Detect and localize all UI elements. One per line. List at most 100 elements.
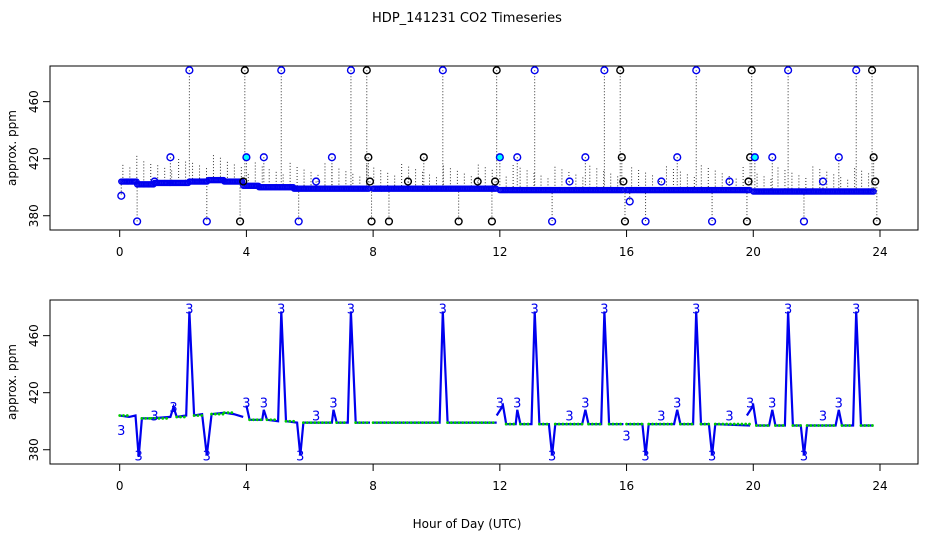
line-marker-point (640, 422, 644, 426)
outlier-point (403, 177, 413, 186)
line-marker-point (809, 424, 813, 427)
line-marker-point (192, 414, 196, 417)
line-marker-point (859, 424, 863, 427)
line-marker-point (651, 422, 654, 426)
line-marker-point (572, 422, 576, 426)
line-marker-point (813, 424, 817, 427)
line-marker-point (545, 422, 549, 426)
line-marker-point (342, 421, 346, 425)
line-marker-point (766, 424, 770, 427)
point-label: 3 (641, 449, 649, 464)
outlier-point (490, 177, 500, 186)
bottom-y-tick-label: 460 (27, 324, 41, 347)
line-marker-point (565, 422, 569, 426)
outlier-point (707, 217, 717, 226)
outlier-point (235, 217, 245, 226)
point-label: 3 (150, 410, 158, 425)
line-marker-point (273, 418, 277, 422)
bottom-x-tick-label: 12 (492, 479, 507, 493)
line-marker-point (522, 422, 526, 426)
line-marker-point (358, 421, 361, 425)
outlier-point (259, 153, 268, 162)
line-marker-point (309, 421, 313, 425)
outlier-point (117, 191, 126, 200)
outlier-point (133, 217, 142, 226)
line-marker-point (122, 414, 125, 417)
outlier-point (202, 217, 211, 226)
bottom-x-tick-label: 4 (243, 479, 251, 493)
outlier-point (744, 177, 753, 186)
line-marker-point (628, 422, 632, 426)
outlier-point (473, 177, 482, 186)
bottom-x-tick-label: 8 (369, 479, 377, 493)
line-marker-point (153, 416, 157, 420)
line-marker-point (863, 424, 867, 427)
line-marker-point (805, 424, 809, 427)
line-marker-point (580, 422, 584, 426)
top-panel: 0 4 8 12 16 20 24 380 420 460 (27, 65, 919, 259)
co2-line-segment (626, 311, 751, 456)
line-marker-point (707, 422, 711, 426)
outlier-point (620, 217, 630, 226)
outlier-point (725, 177, 734, 186)
line-marker-point (213, 412, 217, 416)
line-marker-point (758, 424, 762, 427)
outlier-point (384, 217, 394, 226)
point-label: 3 (117, 424, 125, 439)
point-label: 3 (835, 397, 843, 412)
point-label: 3 (531, 303, 539, 318)
outlier-point (619, 177, 628, 186)
line-marker-point (666, 422, 670, 426)
line-marker-point (598, 422, 602, 426)
bottom-y-tick-label: 380 (27, 438, 41, 461)
point-label: 3 (347, 303, 355, 318)
line-marker-point (670, 422, 673, 426)
line-marker-point (699, 422, 703, 426)
line-marker-point (594, 422, 598, 426)
line-marker-point (658, 422, 662, 426)
top-x-tick-label: 24 (872, 245, 887, 259)
line-marker-point (269, 418, 273, 422)
outlier-point (150, 177, 159, 186)
point-label: 3 (581, 397, 589, 412)
line-marker-point (828, 424, 832, 427)
line-marker-point (557, 422, 561, 426)
point-label: 3 (746, 397, 754, 412)
line-marker-point (840, 424, 844, 427)
top-x-tick-label: 8 (369, 245, 377, 259)
line-marker-point (265, 418, 269, 422)
line-marker-point (781, 424, 785, 427)
line-marker-point (682, 422, 686, 426)
point-label: 3 (725, 410, 733, 425)
line-marker-point (165, 416, 168, 420)
top-x-tick-label: 0 (116, 245, 124, 259)
line-marker-point (491, 421, 495, 425)
co2-line-segment (119, 311, 244, 457)
line-marker-point (428, 421, 432, 425)
line-marker-point (729, 422, 732, 426)
line-marker-point (118, 414, 122, 417)
line-marker-point (284, 419, 288, 423)
line-marker-point (484, 421, 487, 425)
outlier-point (641, 217, 650, 226)
line-marker-point (413, 421, 417, 425)
line-marker-point (611, 422, 615, 426)
point-label: 3 (329, 397, 337, 412)
co2-line-segment (495, 311, 624, 456)
line-marker-point (255, 418, 259, 422)
line-marker-point (690, 422, 694, 426)
line-marker-point (654, 422, 658, 426)
line-marker-point (379, 421, 383, 425)
line-marker-point (424, 421, 428, 425)
point-label: 3 (169, 401, 177, 416)
outlier-point (487, 217, 497, 226)
bottom-x-tick-label: 20 (746, 479, 761, 493)
line-marker-point (686, 422, 690, 426)
line-marker-point (259, 418, 263, 422)
outlier-point (492, 66, 501, 75)
co2-line-segment (373, 311, 497, 424)
line-marker-point (217, 412, 221, 416)
outlier-point (565, 177, 574, 186)
